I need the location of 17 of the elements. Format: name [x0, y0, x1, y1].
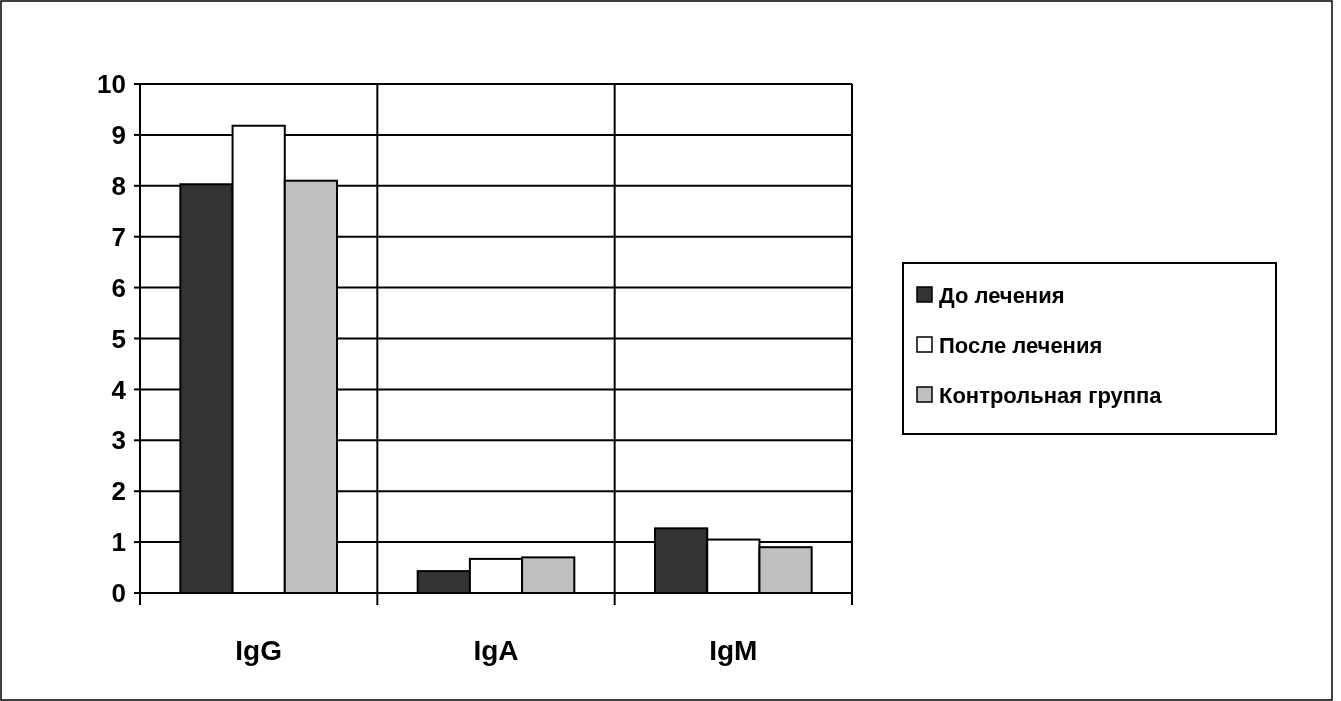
y-tick-label: 5 [111, 323, 126, 354]
x-tick-label: IgG [235, 635, 282, 666]
legend-label: После лечения [939, 332, 1103, 358]
legend-label: Контрольная группа [939, 382, 1163, 408]
y-tick-label: 0 [111, 578, 126, 609]
y-tick-label: 2 [111, 476, 126, 507]
y-tick-label: 3 [111, 425, 126, 456]
y-tick-label: 7 [111, 221, 126, 252]
y-tick-label: 6 [111, 272, 126, 303]
y-tick-label: 4 [111, 374, 127, 405]
x-tick-label: IgA [473, 635, 519, 666]
y-tick-label: 9 [111, 120, 126, 150]
y-tick-label: 10 [97, 69, 126, 100]
x-tick-label: IgM [709, 635, 758, 666]
y-tick-label: 8 [111, 170, 126, 201]
y-tick-label: 1 [111, 527, 126, 558]
legend-label: До лечения [939, 282, 1065, 308]
